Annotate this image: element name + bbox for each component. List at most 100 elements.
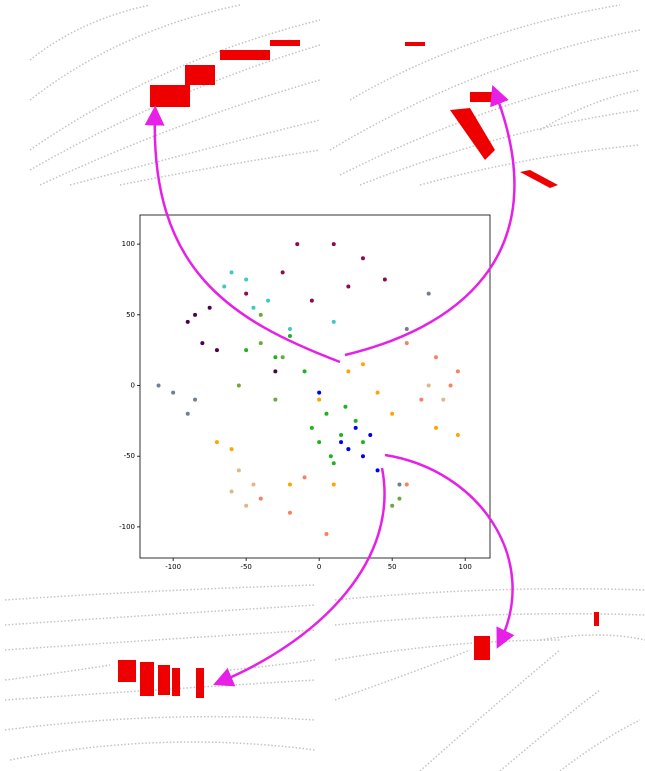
point — [258, 496, 263, 501]
plot-frame — [139, 214, 491, 559]
point — [404, 341, 409, 346]
point — [360, 440, 365, 445]
point — [214, 440, 219, 445]
point — [324, 411, 329, 416]
point — [280, 270, 285, 275]
point — [433, 425, 438, 430]
point — [244, 348, 249, 353]
point — [404, 482, 409, 487]
point — [280, 355, 285, 360]
point — [273, 355, 278, 360]
point — [258, 312, 263, 317]
point — [368, 432, 373, 437]
point — [404, 326, 409, 331]
point — [390, 503, 395, 508]
x-tick-label: 0 — [317, 563, 321, 571]
point — [309, 298, 314, 303]
point — [287, 326, 292, 331]
point — [273, 397, 278, 402]
point — [207, 305, 212, 310]
point — [222, 284, 227, 289]
point — [382, 277, 387, 282]
point — [251, 305, 256, 310]
point — [236, 468, 241, 473]
y-tick-label: -50 — [124, 452, 135, 460]
point — [397, 496, 402, 501]
point — [309, 425, 314, 430]
point — [360, 454, 365, 459]
plot: -100 -50 0 50 100 100 50 0 -50 -100 — [119, 240, 472, 571]
point — [455, 432, 460, 437]
point — [156, 383, 161, 388]
point — [339, 440, 344, 445]
point — [433, 355, 438, 360]
point — [375, 468, 380, 473]
point — [302, 475, 307, 480]
point — [353, 425, 358, 430]
point — [302, 369, 307, 374]
y-tick-label: 50 — [126, 311, 135, 319]
y-tick-label: 100 — [122, 240, 135, 248]
point — [346, 284, 351, 289]
lidar-bottom-right — [334, 588, 645, 771]
point — [331, 461, 336, 466]
point — [266, 298, 271, 303]
point — [360, 256, 365, 261]
x-tick-label: 100 — [458, 563, 471, 571]
point — [273, 369, 278, 374]
point — [339, 432, 344, 437]
x-tick-label: 50 — [388, 563, 397, 571]
point — [214, 348, 219, 353]
point — [236, 383, 241, 388]
point — [244, 503, 249, 508]
y-tick-label: 0 — [131, 382, 135, 390]
point — [448, 383, 453, 388]
point — [343, 404, 348, 409]
x-tick-label: -100 — [165, 563, 181, 571]
point — [317, 397, 322, 402]
point — [185, 319, 190, 324]
lidar-top-right — [329, 4, 641, 188]
point — [229, 447, 234, 452]
point — [390, 411, 395, 416]
point — [353, 418, 358, 423]
point — [331, 242, 336, 247]
point — [375, 390, 380, 395]
point — [185, 411, 190, 416]
arrows — [144, 85, 516, 687]
point — [324, 531, 329, 536]
point — [346, 447, 351, 452]
point — [426, 291, 431, 296]
point — [244, 291, 249, 296]
point — [317, 440, 322, 445]
point — [229, 489, 234, 494]
point — [441, 397, 446, 402]
point — [200, 341, 205, 346]
point — [455, 369, 460, 374]
point — [258, 341, 263, 346]
point — [171, 390, 176, 395]
point — [331, 319, 336, 324]
point — [346, 369, 351, 374]
point — [229, 270, 234, 275]
point — [426, 383, 431, 388]
point — [331, 482, 336, 487]
point — [419, 397, 424, 402]
point — [287, 510, 292, 515]
point — [397, 482, 402, 487]
x-tick-label: -50 — [240, 563, 251, 571]
point — [244, 277, 249, 282]
point — [287, 482, 292, 487]
point — [360, 362, 365, 367]
point — [295, 242, 300, 247]
point — [328, 454, 333, 459]
lidar-bottom-left — [4, 584, 316, 761]
y-tick-label: -100 — [119, 523, 135, 531]
point — [251, 482, 256, 487]
lidar-top-left — [29, 4, 321, 186]
point — [193, 312, 198, 317]
point — [317, 390, 322, 395]
point — [287, 334, 292, 339]
point — [193, 397, 198, 402]
